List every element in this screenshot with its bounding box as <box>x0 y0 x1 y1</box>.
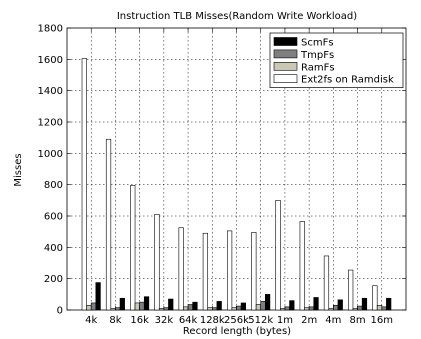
bar-ext2fs-on-ramdisk <box>154 214 160 311</box>
bar-scmfs <box>119 297 125 311</box>
y-tick-label: 400 <box>44 243 63 254</box>
bar-tmpfs <box>260 301 266 311</box>
bar-scmfs <box>240 302 247 311</box>
bar-ext2fs-on-ramdisk <box>130 185 136 311</box>
bar-tmpfs <box>284 306 290 311</box>
bar-scmfs <box>361 297 368 311</box>
x-axis-label: Record length (bytes) <box>183 326 291 337</box>
grid <box>67 28 406 310</box>
bar-scmfs <box>168 298 174 311</box>
y-tick-label: 0 <box>57 306 63 317</box>
bar-scmfs <box>216 301 222 311</box>
bar-ramfs <box>280 308 286 311</box>
bar-scmfs <box>289 300 295 311</box>
bar-ext2fs-on-ramdisk <box>227 230 233 311</box>
bar-tmpfs <box>357 305 363 311</box>
legend-swatch <box>273 61 298 71</box>
bar-ramfs <box>328 308 334 311</box>
x-tick-label: 1m <box>277 315 293 326</box>
x-tick-label: 8k <box>109 315 121 326</box>
y-tick-label: 600 <box>44 212 63 223</box>
legend-swatch <box>273 37 298 46</box>
bar-ext2fs-on-ramdisk <box>299 221 305 311</box>
bar-tmpfs <box>187 304 193 311</box>
x-tick-label: 16k <box>130 315 149 326</box>
bar-ext2fs-on-ramdisk <box>348 269 354 311</box>
bar-ext2fs-on-ramdisk <box>372 285 378 311</box>
bar-tmpfs <box>308 306 315 311</box>
bar-tmpfs <box>139 301 145 311</box>
bar-ramfs <box>110 308 116 311</box>
x-tick-label: 64k <box>179 315 198 326</box>
bar-tmpfs <box>381 306 387 311</box>
y-tick-label: 200 <box>44 274 63 285</box>
bar-ramfs <box>207 307 213 311</box>
bar-ramfs <box>255 304 262 311</box>
bar-ramfs <box>231 307 237 311</box>
bar-scmfs <box>143 296 150 311</box>
bar-ext2fs-on-ramdisk <box>202 232 208 311</box>
bar-ramfs <box>352 308 358 311</box>
bar-ext2fs-on-ramdisk <box>81 58 87 311</box>
x-tick-label: 8m <box>350 315 366 326</box>
bar-tmpfs <box>236 305 242 311</box>
bar-ext2fs-on-ramdisk <box>105 138 112 311</box>
x-tick-label: 4m <box>325 315 341 326</box>
bar-scmfs <box>337 299 343 311</box>
x-axis: 4k 8k 16k 32k 64k 128k 256k 512k 1m 2m 4m 8m 16m <box>85 28 393 326</box>
bar-ext2fs-on-ramdisk <box>251 232 257 311</box>
y-tick-label: 1600 <box>38 55 63 66</box>
bar-ext2fs-on-ramdisk <box>178 227 184 311</box>
x-tick-label: 256k <box>224 315 249 326</box>
bar-ramfs <box>134 302 140 311</box>
bar-ramfs <box>304 307 310 311</box>
x-tick-label: 32k <box>155 315 174 326</box>
bars <box>81 58 392 311</box>
y-tick-label: 1000 <box>38 149 63 160</box>
x-tick-label: 16m <box>371 315 393 326</box>
legend-label: ScmFs <box>301 38 334 49</box>
bar-scmfs <box>265 294 271 311</box>
legend-label: TmpFs <box>300 50 334 61</box>
y-axis: 0 200 400 600 800 1000 1200 1400 1600 1800 <box>38 24 406 317</box>
legend-label: Ext2fs on Ramdisk <box>301 75 394 86</box>
bar-tmpfs <box>163 307 169 311</box>
x-tick-label: 128k <box>200 315 225 326</box>
bar-ramfs <box>183 306 189 311</box>
bar-ramfs <box>376 304 383 311</box>
bar-scmfs <box>386 297 392 311</box>
bar-ext2fs-on-ramdisk <box>275 200 281 311</box>
bar-ramfs <box>158 308 165 311</box>
y-tick-label: 800 <box>44 180 63 191</box>
x-tick-label: 2m <box>301 315 317 326</box>
bar-tmpfs <box>115 307 121 311</box>
legend-label: RamFs <box>301 62 335 73</box>
bar-ramfs <box>86 304 92 311</box>
x-tick-label: 4k <box>85 315 97 326</box>
y-tick-label: 1200 <box>38 118 63 129</box>
bar-tmpfs <box>333 304 339 311</box>
legend-swatch <box>273 74 298 83</box>
chart-title: Instruction TLB Misses(Random Write Work… <box>117 11 357 22</box>
y-axis-label: Misses <box>13 153 24 186</box>
x-tick-label: 512k <box>248 315 273 326</box>
bar-tmpfs <box>211 307 218 311</box>
legend-swatch <box>273 49 298 59</box>
bar-scmfs <box>95 282 101 311</box>
bar-scmfs <box>313 297 319 311</box>
y-tick-label: 1400 <box>38 86 63 97</box>
bar-scmfs <box>192 301 198 311</box>
bar-ext2fs-on-ramdisk <box>323 255 330 311</box>
y-tick-label: 1800 <box>38 24 63 35</box>
bar-tmpfs <box>90 302 97 311</box>
